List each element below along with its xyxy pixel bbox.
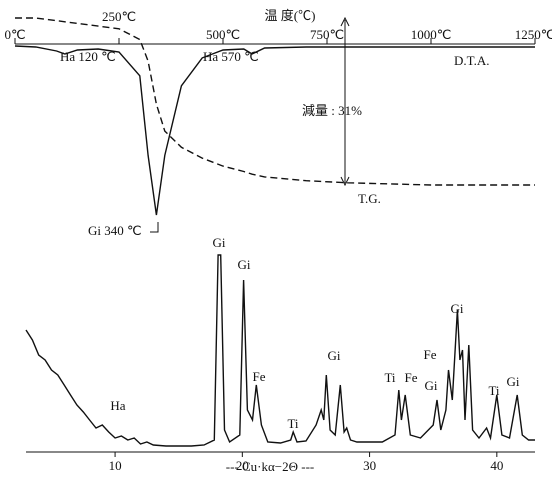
peak-label: Ti — [384, 370, 395, 385]
leader — [150, 222, 159, 233]
data-line — [15, 17, 535, 186]
arrow-head — [340, 16, 350, 187]
peak-label: Fe — [253, 369, 266, 384]
x-tick-label: 40 — [490, 458, 503, 473]
x-tick-label: 500℃ — [206, 27, 240, 42]
x-tick-label: 10 — [109, 458, 122, 473]
peak-label: Gi — [507, 374, 520, 389]
peak-label: Gi — [425, 378, 438, 393]
x-tick-label: 1250℃ — [515, 27, 552, 42]
peak-label: Fe — [405, 370, 418, 385]
peak-label: Ha — [110, 398, 125, 413]
series-label: D.T.A. — [454, 53, 490, 68]
peak-label: Gi — [238, 257, 251, 272]
x-axis-title: --- Cu·kα−2Θ --- — [226, 459, 315, 474]
peak-label: Gi — [451, 301, 464, 316]
annotation: 減量 : 31% — [302, 103, 362, 118]
series-label: T.G. — [358, 191, 381, 206]
annotation: Ha 120 ℃ — [60, 49, 116, 64]
x-tick-label: 750℃ — [310, 27, 344, 42]
peak-label: Gi — [328, 348, 341, 363]
data-line — [14, 45, 535, 216]
x-tick-label: 0℃ — [4, 27, 25, 42]
peak-label: Fe — [424, 347, 437, 362]
x-tick-label: 250℃ — [102, 9, 136, 24]
peak-label: Ti — [287, 416, 298, 431]
peak-label: Gi — [213, 235, 226, 250]
data-line — [25, 254, 535, 447]
x-tick-label: 1000℃ — [411, 27, 452, 42]
annotation: Gi 340 ℃ — [88, 223, 142, 238]
annotation: Ha 570 ℃ — [203, 49, 259, 64]
x-tick-label: 30 — [363, 458, 376, 473]
x-tick-label: 20 — [236, 458, 249, 473]
peak-label: Ti — [488, 383, 499, 398]
chart-title: 温 度(℃) — [265, 8, 316, 23]
